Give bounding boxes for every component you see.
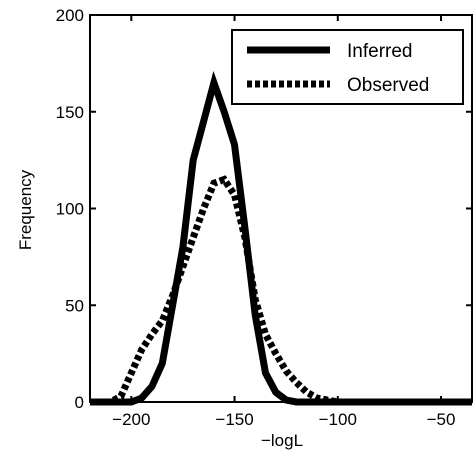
x-tick-label: −200 bbox=[112, 410, 150, 429]
y-tick-label: 150 bbox=[56, 103, 84, 122]
series-layer bbox=[90, 70, 472, 406]
y-tick-label: 0 bbox=[75, 393, 84, 412]
y-tick-label: 200 bbox=[56, 6, 84, 25]
series-line-observed bbox=[90, 175, 472, 406]
tick-layer: −200 −150 −100 −50 0 50 100 150 200 bbox=[56, 6, 472, 429]
series-line-inferred bbox=[90, 70, 472, 406]
x-axis-label: −logL bbox=[261, 431, 303, 450]
legend-label-observed: Observed bbox=[347, 75, 429, 96]
x-tick-label: −50 bbox=[427, 410, 456, 429]
x-tick-label: −150 bbox=[215, 410, 253, 429]
x-tick-label: −100 bbox=[319, 410, 357, 429]
legend-box bbox=[231, 29, 464, 105]
y-axis-label: Frequency bbox=[16, 169, 35, 250]
y-tick-label: 100 bbox=[56, 200, 84, 219]
legend-label-inferred: Inferred bbox=[347, 41, 412, 62]
y-tick-label: 50 bbox=[65, 296, 84, 315]
legend: Inferred Observed bbox=[231, 29, 464, 105]
